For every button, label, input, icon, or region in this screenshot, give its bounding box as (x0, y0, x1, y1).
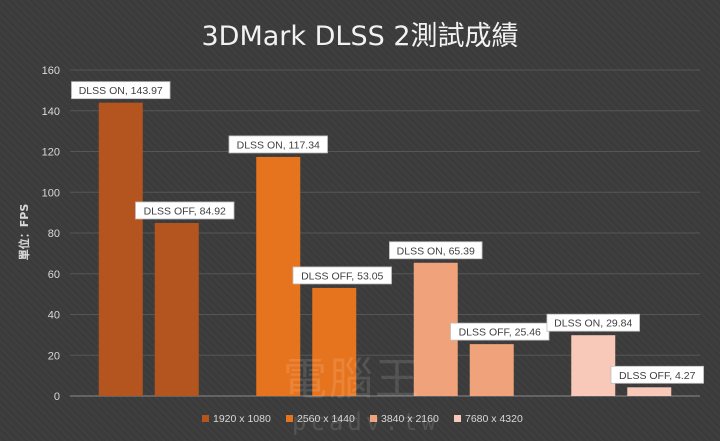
data-label: DLSS OFF, 53.05 (292, 266, 392, 285)
data-label-box (71, 81, 171, 100)
y-tick-label: 60 (48, 269, 60, 281)
data-label: DLSS ON, 29.84 (546, 313, 640, 332)
bars (98, 102, 672, 396)
watermark: 電腦王 pcadv.tw (283, 354, 440, 436)
data-label-box (546, 313, 640, 332)
legend-label: 1920 x 1080 (213, 413, 271, 425)
data-label: DLSS ON, 143.97 (71, 81, 171, 100)
y-axis-ticks: 0 20 40 60 80 100 120 140 160 (42, 65, 60, 403)
data-label-box (228, 135, 328, 154)
data-label-text: DLSS OFF, 4.27 (619, 370, 696, 382)
data-label: DLSS ON, 117.34 (228, 135, 328, 154)
legend: 1920 x 1080 2560 x 1440 3840 x 2160 7680 x … (202, 413, 523, 425)
y-tick-label: 40 (48, 310, 60, 322)
data-label: DLSS OFF, 84.92 (135, 201, 235, 220)
y-tick-label: 100 (42, 187, 60, 199)
bar (154, 222, 199, 396)
data-label-text: DLSS ON, 143.97 (79, 85, 163, 97)
y-axis-label: 單位：FPS (17, 204, 31, 261)
y-tick-label: 160 (42, 65, 60, 77)
data-label-text: DLSS OFF, 25.46 (459, 327, 541, 339)
data-label-box (389, 241, 483, 260)
legend-swatch (370, 415, 377, 422)
data-label-text: DLSS ON, 29.84 (554, 318, 632, 330)
data-label-text: DLSS ON, 117.34 (237, 139, 320, 151)
legend-swatch (286, 415, 293, 422)
y-tick-label: 0 (54, 391, 60, 403)
legend-item: 2560 x 1440 (286, 413, 355, 425)
data-label-box (135, 201, 235, 220)
y-tick-label: 140 (42, 106, 60, 118)
data-label-text: DLSS OFF, 53.05 (301, 270, 383, 282)
bar (469, 344, 514, 396)
data-label-box (292, 266, 392, 285)
data-label-box (610, 365, 704, 384)
watermark-logo: 電腦王 (283, 354, 421, 405)
data-label: DLSS ON, 65.39 (389, 241, 483, 260)
y-tick-label: 20 (48, 350, 60, 362)
legend-item: 3840 x 2160 (370, 413, 439, 425)
legend-swatch (202, 415, 209, 422)
legend-label: 2560 x 1440 (297, 413, 355, 425)
data-label-text: DLSS ON, 65.39 (397, 245, 475, 257)
y-tick-label: 120 (42, 147, 60, 159)
chart-title: 3DMark DLSS 2測試成績 (202, 21, 519, 52)
legend-swatch (454, 415, 461, 422)
bar (571, 335, 616, 396)
watermark-url: pcadv.tw (292, 408, 440, 436)
legend-item: 7680 x 4320 (454, 413, 523, 425)
legend-item: 1920 x 1080 (202, 413, 271, 425)
bar (627, 387, 672, 396)
data-label-text: DLSS OFF, 84.92 (144, 205, 226, 217)
data-labels: DLSS ON, 143.97 DLSS OFF, 84.92 DLSS ON, 1… (71, 81, 704, 384)
data-label: DLSS OFF, 25.46 (450, 322, 550, 341)
y-tick-label: 80 (48, 228, 60, 240)
data-label: DLSS OFF, 4.27 (610, 365, 704, 384)
bar (312, 287, 357, 396)
legend-label: 3840 x 2160 (381, 413, 439, 425)
legend-label: 7680 x 4320 (465, 413, 523, 425)
bar (98, 102, 143, 396)
data-label-box (450, 322, 550, 341)
